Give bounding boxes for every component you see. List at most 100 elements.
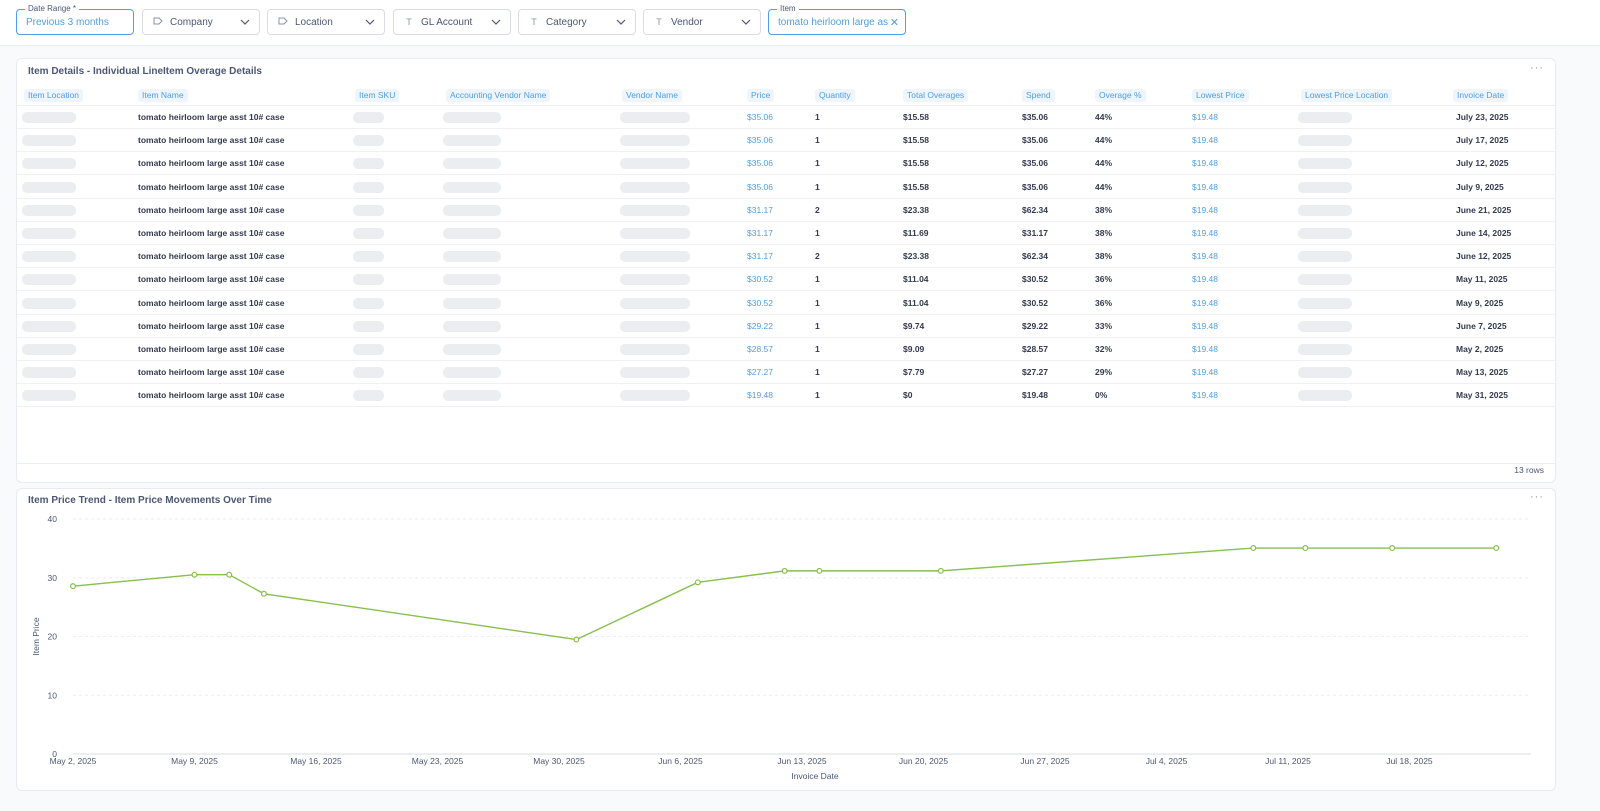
price-trend-chart: 0 10 20 30 40 May 2, 2025 May 9, 2025 May 16, 2… [31, 514, 1531, 781]
cell-price[interactable]: $31.17 [747, 228, 773, 238]
col-vendor-name[interactable]: Vendor Name [622, 89, 682, 102]
col-item-sku[interactable]: Item SKU [355, 89, 400, 102]
cell-lowest-price[interactable]: $19.48 [1192, 297, 1218, 308]
col-lowest-price[interactable]: Lowest Price [1192, 89, 1249, 102]
cell-lowest-price[interactable]: $19.48 [1192, 390, 1218, 401]
item-filter[interactable]: Item tomato heirloom large asst ✕ [768, 4, 906, 35]
more-options-icon[interactable]: ··· [1530, 491, 1544, 503]
cell-lowest-price[interactable]: $19.48 [1192, 204, 1218, 215]
cell-spend: $30.52 [1022, 274, 1048, 285]
col-accounting-vendor[interactable]: Accounting Vendor Name [446, 89, 551, 102]
cell-lowest-price[interactable]: $19.48 [1192, 158, 1218, 169]
table-row[interactable]: tomato heirloom large asst 10# case $27.2… [17, 361, 1555, 385]
col-lowest-price-location[interactable]: Lowest Price Location [1301, 89, 1393, 102]
cell-lowest-price[interactable]: $19.48 [1192, 112, 1218, 122]
col-spend[interactable]: Spend [1022, 89, 1055, 102]
cell-quantity: 1 [815, 274, 820, 285]
close-icon[interactable]: ✕ [889, 16, 899, 29]
x-tick-label: Jun 13, 2025 [777, 756, 826, 766]
price-data-point[interactable] [573, 636, 580, 643]
cell-item-name: tomato heirloom large asst 10# case [138, 135, 285, 146]
cell-price[interactable]: $30.52 [747, 274, 773, 285]
cell-price[interactable]: $30.52 [747, 297, 773, 308]
cell-lowest-price[interactable]: $19.48 [1192, 135, 1218, 146]
cell-lowest-price[interactable]: $19.48 [1192, 344, 1218, 354]
price-data-point[interactable] [191, 571, 198, 578]
table-row[interactable]: tomato heirloom large asst 10# case $35.0… [17, 106, 1555, 129]
x-tick-label: Jun 27, 2025 [1020, 756, 1069, 766]
category-filter[interactable]: T Category [518, 9, 636, 35]
col-overage-pct[interactable]: Overage % [1095, 89, 1146, 102]
redacted-cell [1298, 112, 1352, 123]
cell-price[interactable]: $31.17 [747, 251, 773, 262]
cell-lowest-price[interactable]: $19.48 [1192, 320, 1218, 331]
table-row[interactable]: tomato heirloom large asst 10# case $31.1… [17, 199, 1555, 222]
table-row[interactable]: tomato heirloom large asst 10# case $35.0… [17, 129, 1555, 153]
cell-overage-pct: 44% [1095, 158, 1113, 169]
date-range-filter[interactable]: Date Range * Previous 3 months [16, 4, 134, 35]
cell-price[interactable]: $35.06 [747, 135, 773, 146]
price-data-point[interactable] [1302, 545, 1309, 552]
price-data-point[interactable] [1389, 545, 1396, 552]
cell-price[interactable]: $19.48 [747, 390, 773, 401]
more-options-icon[interactable]: ··· [1530, 62, 1544, 74]
redacted-cell [620, 112, 690, 123]
table-row[interactable]: tomato heirloom large asst 10# case $35.0… [17, 176, 1555, 199]
price-data-point[interactable] [226, 571, 233, 578]
price-data-point[interactable] [781, 567, 788, 574]
redacted-cell [22, 344, 76, 355]
col-total-overages[interactable]: Total Overages [903, 89, 969, 102]
price-trend-title: Item Price Trend - Item Price Movements … [28, 495, 272, 506]
col-invoice-date[interactable]: Invoice Date [1453, 89, 1509, 102]
cell-lowest-price[interactable]: $19.48 [1192, 251, 1218, 262]
location-filter[interactable]: Location [267, 9, 385, 35]
cell-lowest-price[interactable]: $19.48 [1192, 228, 1218, 238]
redacted-cell [443, 367, 501, 379]
cell-price[interactable]: $28.57 [747, 344, 773, 354]
vendor-filter[interactable]: T Vendor [643, 9, 761, 35]
cell-item-name: tomato heirloom large asst 10# case [138, 274, 285, 285]
cell-price[interactable]: $29.22 [747, 320, 773, 331]
cell-price[interactable]: $35.06 [747, 158, 773, 169]
col-price[interactable]: Price [747, 89, 775, 102]
company-filter-label: Company [170, 16, 213, 28]
cell-price[interactable]: $35.06 [747, 181, 773, 192]
price-data-point[interactable] [69, 583, 76, 590]
gl-account-filter[interactable]: T GL Account [393, 9, 511, 35]
company-filter[interactable]: Company [142, 9, 260, 35]
cell-item-name: tomato heirloom large asst 10# case [138, 344, 285, 354]
table-row[interactable]: tomato heirloom large asst 10# case $35.0… [17, 152, 1555, 176]
cell-lowest-price[interactable]: $19.48 [1192, 367, 1218, 378]
cell-price[interactable]: $35.06 [747, 112, 773, 122]
table-row[interactable]: tomato heirloom large asst 10# case $28.5… [17, 338, 1555, 361]
col-quantity[interactable]: Quantity [815, 89, 855, 102]
cell-price[interactable]: $27.27 [747, 367, 773, 378]
table-row[interactable]: tomato heirloom large asst 10# case $31.1… [17, 245, 1555, 269]
cell-spend: $35.06 [1022, 135, 1048, 146]
price-data-point[interactable] [694, 579, 701, 586]
price-data-point[interactable] [1250, 545, 1257, 552]
table-row[interactable]: tomato heirloom large asst 10# case $30.5… [17, 268, 1555, 292]
table-row[interactable]: tomato heirloom large asst 10# case $31.1… [17, 222, 1555, 245]
cell-item-name: tomato heirloom large asst 10# case [138, 112, 285, 122]
cell-price[interactable]: $31.17 [747, 204, 773, 215]
cell-item-name: tomato heirloom large asst 10# case [138, 297, 285, 308]
col-item-location[interactable]: Item Location [24, 89, 84, 102]
table-row[interactable]: tomato heirloom large asst 10# case $19.4… [17, 384, 1555, 408]
price-data-point[interactable] [260, 590, 267, 597]
cell-overage-pct: 32% [1095, 344, 1113, 354]
col-item-name[interactable]: Item Name [138, 89, 188, 102]
x-tick-label: May 9, 2025 [171, 756, 218, 766]
cell-lowest-price[interactable]: $19.48 [1192, 181, 1218, 192]
cell-invoice-date: June 12, 2025 [1456, 251, 1512, 262]
cell-invoice-date: May 31, 2025 [1456, 390, 1508, 401]
cell-spend: $30.52 [1022, 297, 1048, 308]
cell-lowest-price[interactable]: $19.48 [1192, 274, 1218, 285]
redacted-cell [620, 181, 690, 193]
table-row[interactable]: tomato heirloom large asst 10# case $29.2… [17, 315, 1555, 338]
price-data-point[interactable] [937, 567, 944, 574]
redacted-cell [443, 390, 501, 402]
price-data-point[interactable] [1493, 545, 1500, 552]
price-data-point[interactable] [816, 567, 823, 574]
table-row[interactable]: tomato heirloom large asst 10# case $30.5… [17, 292, 1555, 315]
